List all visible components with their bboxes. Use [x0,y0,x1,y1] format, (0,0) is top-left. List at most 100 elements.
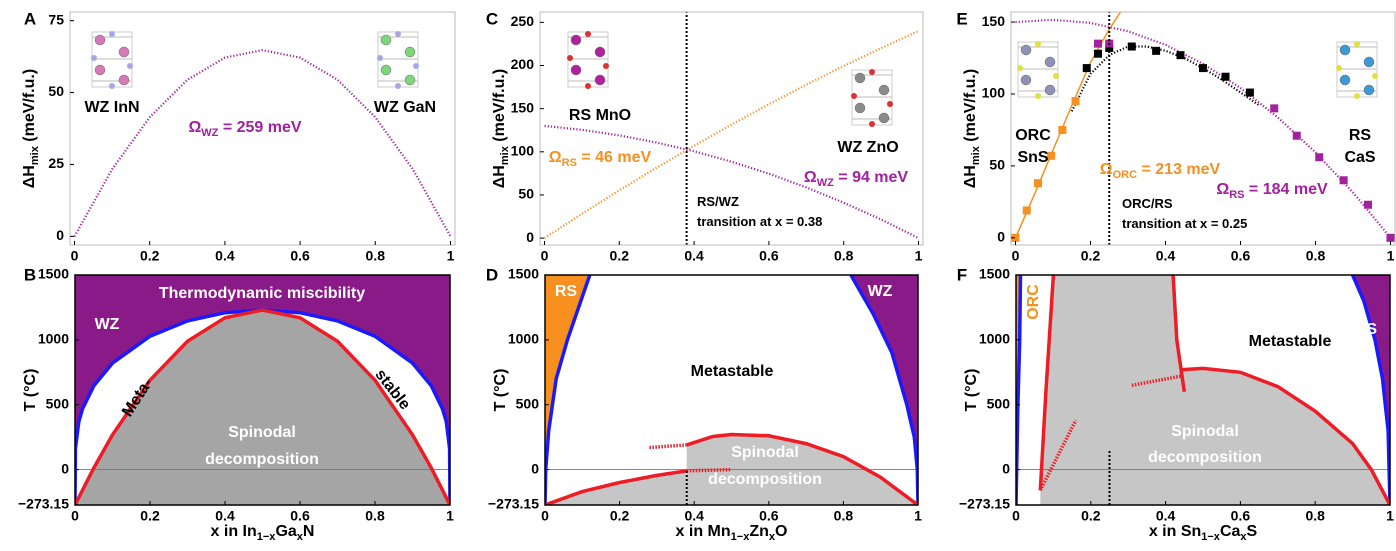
x-tick-label: 1 [1386,508,1394,524]
phase-region [75,275,450,505]
panel-label: C [486,9,498,28]
x-tick-label: 0 [71,508,79,524]
y-tick-label: 50 [989,157,1005,173]
annotation-part: RS MnO [569,107,631,124]
crystal-atom [851,93,857,99]
annotation-part: WZ [868,283,893,300]
x-tick-label: 0.2 [1081,248,1101,264]
x-tick-label: 0.4 [684,248,704,264]
phase-region [1040,275,1390,505]
x-tick-label: 0 [1012,248,1020,264]
data-line [1014,12,1122,239]
y-axis-label: ΔHmix (meV/f.u.) [491,69,511,188]
x-tick-label: 0.2 [1081,508,1101,524]
y-axis-label-part: mix [970,145,982,165]
y-tick-label: 50 [48,83,64,99]
annotation: decomposition [1148,449,1262,466]
crystal-atom [603,63,609,69]
y-tick-label: 1500 [508,266,539,282]
x-tick-label: 0.8 [834,248,854,264]
plot-area [1014,12,1392,239]
x-tick-label: 0.2 [610,248,630,264]
x-tick-label: 0.8 [1306,248,1326,264]
annotation: WZ ZnO [837,139,898,156]
plot-area [543,30,919,240]
x-tick-label: 0.8 [834,508,854,524]
data-line [73,48,452,237]
phase-region [545,470,687,505]
annotation-part: Ω [549,149,562,166]
annotation-part: WZ [95,316,120,333]
crystal-atom [109,83,115,89]
crystal-atom [118,46,130,58]
panel-label: A [24,9,36,28]
data-line [1016,275,1023,505]
y-axis-label: ΔHmix (meV/f.u.) [962,69,982,188]
crystal-icon [567,31,609,89]
crystal-atom [94,34,106,46]
y-axis-label-part: T (°C) [22,369,39,412]
crystal-atom [1020,44,1032,56]
data-point [1270,104,1279,113]
crystal-atom [1363,56,1375,68]
crystal-atom [1053,73,1059,79]
crystal-atom [585,31,591,37]
annotation: CaS [1344,149,1375,166]
x-tick-label: 1 [914,508,922,524]
annotation-part: RS [1349,127,1372,144]
x-axis-label-part: O [775,523,787,540]
crystal-icon [91,31,133,89]
y-axis-label-part: (meV/f.u.) [21,69,38,146]
y-axis-label-part: ΔH [21,165,38,188]
crystal-atom [94,64,106,76]
y-tick-label: 500 [46,395,70,411]
crystal-icon [851,69,893,127]
y-axis-label-part: (meV/f.u.) [962,69,979,146]
data-line [686,432,918,505]
y-tick-label: 100 [982,85,1006,101]
x-tick-label: 0.2 [140,248,160,264]
annotation-part: RS [1229,189,1244,201]
annotation: transition at x = 0.25 [1122,216,1247,231]
y-tick-label: 0 [531,460,539,476]
annotation: WZ InN [84,99,139,116]
y-tick-label: 1500 [979,266,1010,282]
phase-region [75,310,450,505]
data-point [1339,176,1348,185]
annotation-part: RS/WZ [697,194,739,209]
annotation: RS [1355,321,1378,338]
crystal-atom [1354,93,1360,99]
x-axis-label-part: 1−x [731,531,751,543]
annotation-part: Metastable [1249,333,1332,350]
y-tick-label: 0 [1002,460,1010,476]
crystal-atom [404,74,416,86]
annotation-part: RS [1355,321,1378,338]
annotation-part: WZ ZnO [837,139,898,156]
x-axis-label-part: x in In [211,523,257,540]
x-tick-label: 0.4 [215,248,235,264]
data-point [1058,125,1067,134]
x-tick-label: 1 [447,248,455,264]
plot-area [545,275,918,505]
crystal-atom [854,102,866,114]
annotation-part: transition at x = 0.38 [697,214,822,229]
crystal-atom [377,55,383,61]
crystal-atom [380,64,392,76]
annotation-part: Spinodal [228,424,296,441]
plot-frame [69,11,456,246]
crystal-atom [1339,44,1351,56]
data-point [1022,206,1031,215]
annotation: RS [1349,127,1372,144]
x-tick-label: 0 [541,248,549,264]
crystal-atom [1035,41,1041,47]
plot-area [1016,275,1390,505]
x-tick-label: 0.2 [140,508,160,524]
x-axis-label-part: x [1240,531,1247,543]
x-tick-label: 0.8 [365,508,385,524]
data-line [1350,275,1390,505]
y-axis-label-part: mix [29,145,41,165]
crystal-atom [594,46,606,58]
y-axis-label-part: T (°C) [492,369,509,412]
annotation-part: transition at x = 0.25 [1122,216,1247,231]
annotation-part: = 213 meV [1137,161,1221,178]
